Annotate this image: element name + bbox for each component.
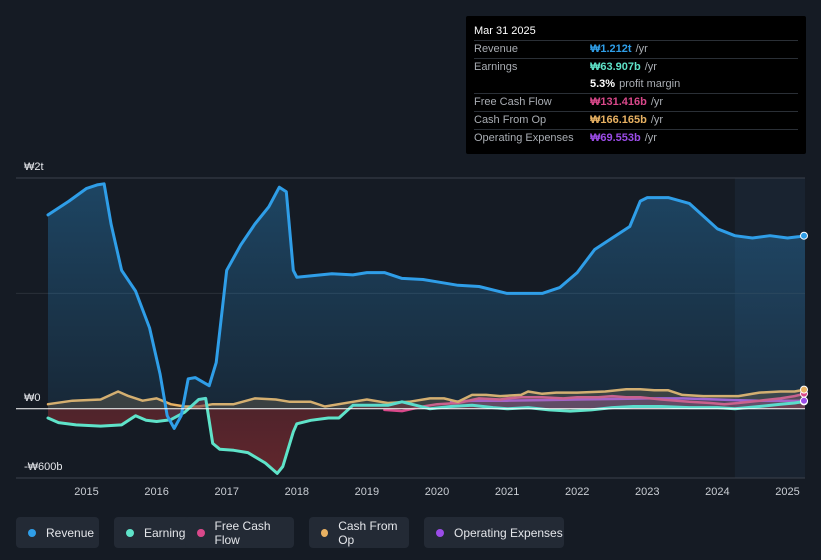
tooltip-row-value: 5.3%: [590, 78, 616, 90]
legend-dot-icon: [436, 528, 444, 537]
legend-dot-icon: [126, 528, 134, 537]
earnings-area: [48, 398, 805, 474]
tooltip-row-label: Free Cash Flow: [474, 96, 552, 108]
tooltip-row-unit: profit margin: [619, 78, 681, 90]
x-tick-label: 2015: [74, 486, 98, 498]
x-tick-label: 2016: [144, 486, 168, 498]
cash-from-op-end-marker: [800, 385, 808, 394]
legend-label: Revenue: [46, 525, 95, 540]
x-tick-label: 2017: [214, 486, 238, 498]
tooltip-row-unit: /yr: [644, 61, 657, 73]
legend-item-operating-expenses[interactable]: Operating Expenses: [424, 517, 564, 548]
y-tick-label-bottom: -₩600b: [24, 461, 63, 473]
legend-dot-icon: [28, 528, 36, 537]
y-tick-label-zero: ₩0: [24, 392, 41, 404]
revenue-end-marker: [800, 231, 808, 240]
tooltip-row: Operating Expenses ₩69.553b/yr: [474, 129, 798, 147]
revenue-line: [46, 182, 807, 430]
legend-dot-icon: [197, 528, 205, 537]
tooltip-row: Cash From Op ₩166.165b/yr: [474, 111, 798, 129]
x-tick-label: 2024: [705, 486, 729, 498]
operating-expenses-end-marker: [800, 396, 808, 405]
legend-label: Operating Expenses: [454, 525, 563, 540]
x-tick-label: 2025: [775, 486, 799, 498]
tooltip-row-unit: /yr: [644, 132, 657, 144]
tooltip-row-unit: /yr: [635, 43, 648, 55]
revenue-area: [48, 183, 805, 429]
legend-item-cash-from-op[interactable]: Cash From Op: [309, 517, 409, 548]
x-tick-label: 2021: [495, 486, 519, 498]
tooltip-row-value: ₩69.553b: [590, 132, 641, 144]
tooltip-row-label: Revenue: [474, 43, 519, 55]
tooltip-row-value: ₩166.165b: [590, 114, 647, 126]
x-tick-label: 2020: [425, 486, 449, 498]
tooltip-row-label: Operating Expenses: [474, 132, 574, 144]
tooltip-row: Earnings ₩63.907b/yr: [474, 58, 798, 76]
tooltip-row: Revenue ₩1.212t/yr: [474, 40, 798, 58]
tooltip-row-unit: /yr: [650, 96, 664, 108]
x-tick-label: 2019: [355, 486, 379, 498]
legend-label: Earnings: [144, 525, 192, 540]
x-tick-label: 2023: [635, 486, 659, 498]
tooltip-row-value: ₩63.907b: [590, 61, 641, 73]
legend-dot-icon: [321, 528, 329, 537]
legend-label: Free Cash Flow: [214, 518, 271, 547]
tooltip-row-unit: /yr: [650, 114, 664, 126]
tooltip-row-label: Cash From Op: [474, 114, 547, 126]
x-tick-label: 2022: [565, 486, 589, 498]
y-tick-label-top: ₩2t: [24, 161, 44, 173]
tooltip-date: Mar 31 2025: [474, 25, 536, 37]
tooltip-row-label: [474, 76, 590, 93]
tooltip-row: Free Cash Flow ₩131.416b/yr: [474, 93, 798, 111]
tooltip-row-value: ₩131.416b: [590, 96, 647, 108]
tooltip-row: 5.3% profit margin: [474, 76, 798, 93]
legend-item-free-cash-flow[interactable]: Free Cash Flow: [185, 517, 294, 548]
tooltip-row-value: ₩1.212t: [590, 43, 632, 55]
tooltip-row-label: Earnings: [474, 61, 518, 73]
legend-item-revenue[interactable]: Revenue: [16, 517, 99, 548]
data-tooltip: Mar 31 2025 Revenue ₩1.212t/yr Earnings ₩63…: [466, 16, 806, 154]
x-tick-label: 2018: [285, 486, 309, 498]
legend-label: Cash From Op: [338, 518, 398, 547]
